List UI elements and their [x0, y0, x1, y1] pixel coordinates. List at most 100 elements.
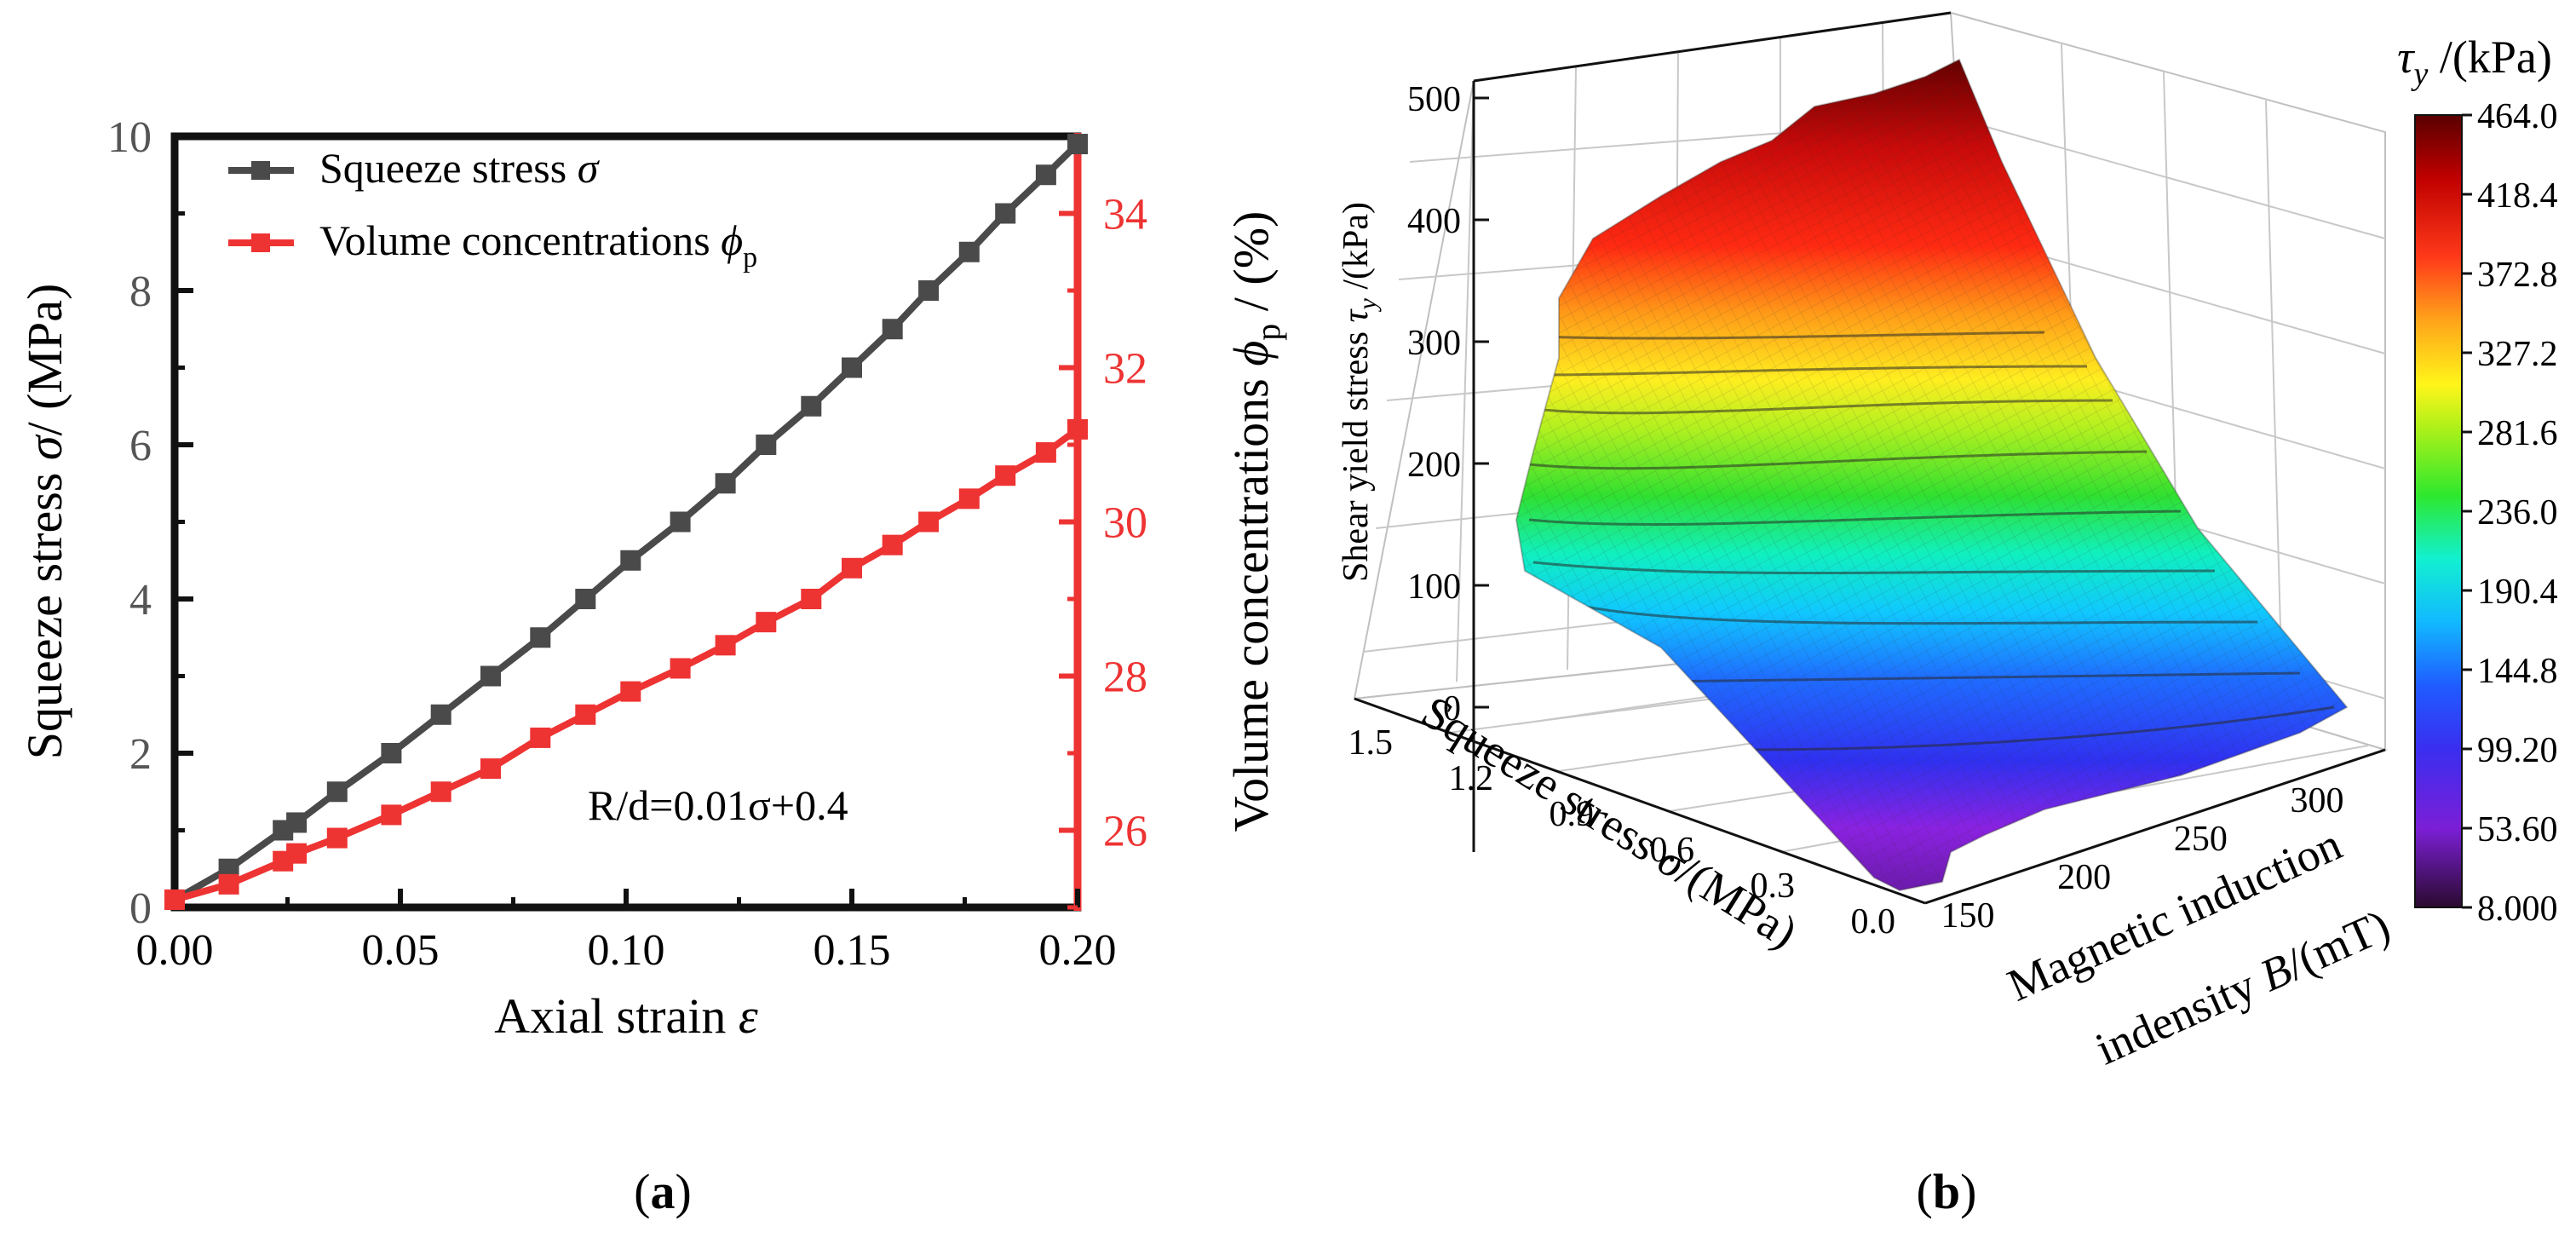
data-point-volume — [164, 889, 185, 910]
b-axis-line — [1924, 748, 2386, 905]
data-point-squeeze — [1035, 164, 1056, 186]
data-point-volume — [882, 534, 903, 556]
data-point-squeeze — [801, 395, 822, 417]
sigma-tick-label: 0.3 — [1751, 867, 1796, 906]
y-right-tick-label: 34 — [1103, 191, 1147, 239]
y-left-tick-label: 2 — [129, 730, 152, 779]
surface-contours — [1528, 331, 2335, 751]
data-point-squeeze — [530, 627, 551, 648]
data-point-squeeze — [842, 357, 862, 378]
x-axis-label: Axial strain ε — [494, 988, 758, 1044]
data-point-volume — [715, 635, 736, 656]
legend-label-squeeze: Squeeze stress σ — [319, 144, 601, 192]
b-tick-label: 150 — [1941, 896, 1995, 936]
colorbar-tick-label: 281.6 — [2477, 414, 2558, 453]
data-point-volume — [995, 465, 1016, 487]
y-left-tick-label: 0 — [129, 884, 152, 933]
legend-label-volume: Volume concentrations ϕp — [319, 216, 757, 274]
legend-marker-volume — [251, 233, 270, 252]
colorbar-tick-label: 418.4 — [2477, 176, 2558, 216]
panel-label-b: (b) — [1917, 1164, 1977, 1219]
data-point-volume — [575, 704, 596, 725]
colorbar-tick-label: 8.000 — [2477, 890, 2558, 929]
x-tick-label: 0.15 — [814, 926, 891, 975]
data-point-squeeze — [480, 665, 501, 687]
x-tick-label: 0.00 — [136, 926, 214, 975]
data-point-squeeze — [958, 241, 980, 262]
z-tick-label: 500 — [1407, 80, 1461, 119]
panel-label-a: (a) — [634, 1164, 692, 1219]
colorbar-tick-label: 372.8 — [2477, 256, 2558, 295]
legend: Squeeze stress σ Volume concentrations ϕ… — [228, 144, 757, 274]
data-point-volume — [1035, 442, 1056, 464]
y-right-tick-label: 28 — [1103, 654, 1147, 702]
z-tick-label: 100 — [1407, 567, 1461, 607]
sigma-tick-label: 0.9 — [1550, 795, 1595, 834]
colorbar-tick-label: 144.8 — [2477, 652, 2558, 691]
x-tick-label: 0.20 — [1039, 926, 1117, 975]
legend-marker-squeeze — [251, 161, 270, 180]
data-point-volume — [218, 873, 239, 895]
y-right-tick-label: 32 — [1103, 345, 1147, 394]
axis-ticks: 0.00 0.05 0.10 0.15 0.20 0 2 4 6 8 10 26 28 30 32 34 — [107, 113, 1147, 975]
data-point-volume — [756, 612, 777, 633]
data-point-volume — [381, 804, 402, 826]
colorbar-tick-label: 236.0 — [2477, 493, 2558, 533]
y-left-tick-label: 6 — [129, 422, 152, 470]
b-tick-label: 200 — [2057, 858, 2111, 897]
data-point-squeeze — [995, 203, 1016, 224]
sigma-tick-label: 1.2 — [1449, 759, 1494, 798]
right-y-axis-label: Volume concentrations ϕp / (%) — [1223, 211, 1287, 832]
data-point-squeeze — [715, 473, 736, 494]
data-point-volume — [430, 781, 451, 803]
data-point-squeeze — [756, 435, 777, 455]
data-point-volume — [530, 727, 551, 748]
colorbar-ticks: 464.0 418.4 372.8 327.2 281.6 236.0 190.4 144.8… — [2462, 97, 2558, 929]
b-tick-label: 250 — [2174, 820, 2228, 859]
data-point-volume — [801, 589, 822, 609]
data-point-volume — [842, 557, 862, 579]
z-tick-label: 0 — [1443, 689, 1461, 728]
data-point-squeeze — [882, 319, 903, 340]
y-right-tick-label: 26 — [1103, 808, 1147, 856]
z-axis-label: Shear yield stress τy /(kPa) — [1337, 202, 1382, 582]
data-point-squeeze — [575, 589, 596, 609]
x-tick-label: 0.10 — [588, 926, 665, 975]
surface-axis-ticks: 0 100 200 300 400 500 1.5 1.2 0.9 0.6 0.3 0.0 150 200… — [1348, 80, 2344, 941]
colorbar-title: τy /(kPa) — [2397, 32, 2552, 92]
fit-annotation: R/d=0.01σ+0.4 — [588, 781, 848, 829]
left-y-axis-label: Squeeze stress σ/ (MPa) — [17, 284, 72, 760]
sigma-axis-line — [1354, 697, 1926, 905]
series-line-volume — [173, 426, 1080, 903]
z-tick-label: 400 — [1407, 202, 1461, 241]
y-left-tick-label: 8 — [129, 268, 152, 316]
surface-outline — [1515, 58, 2349, 892]
data-point-squeeze — [1067, 134, 1088, 155]
data-point-squeeze — [381, 743, 402, 763]
colorbar-tick-label: 190.4 — [2477, 573, 2558, 612]
data-point-volume — [1067, 418, 1088, 440]
surface-mesh — [1516, 60, 2347, 890]
z-tick-label: 200 — [1407, 446, 1461, 485]
data-point-squeeze — [670, 511, 691, 533]
data-point-volume — [480, 758, 501, 780]
panel-b-chart: 0 100 200 300 400 500 1.5 1.2 0.9 0.6 0.3 0.0 150 200… — [1337, 11, 2558, 1219]
data-point-volume — [326, 827, 348, 849]
y-left-tick-label: 4 — [129, 576, 152, 625]
colorbar-tick-label: 99.20 — [2477, 731, 2558, 770]
data-point-squeeze — [430, 704, 451, 725]
y-right-tick-label: 30 — [1103, 499, 1147, 548]
shear-yield-surface — [1516, 60, 2347, 890]
colorbar-tick-label: 327.2 — [2477, 335, 2558, 374]
data-point-volume — [620, 681, 641, 702]
z-tick-label: 300 — [1407, 324, 1461, 363]
series-layer — [164, 134, 1088, 910]
panel-a-chart: 0.00 0.05 0.10 0.15 0.20 0 2 4 6 8 10 26 28 30 32 34 Sq… — [17, 113, 1287, 1219]
data-point-volume — [918, 511, 940, 533]
sigma-tick-label: 0.0 — [1851, 902, 1896, 941]
sigma-tick-label: 1.5 — [1348, 723, 1394, 763]
data-point-squeeze — [286, 812, 308, 833]
data-point-volume — [670, 658, 691, 679]
sigma-tick-label: 0.6 — [1650, 831, 1695, 870]
